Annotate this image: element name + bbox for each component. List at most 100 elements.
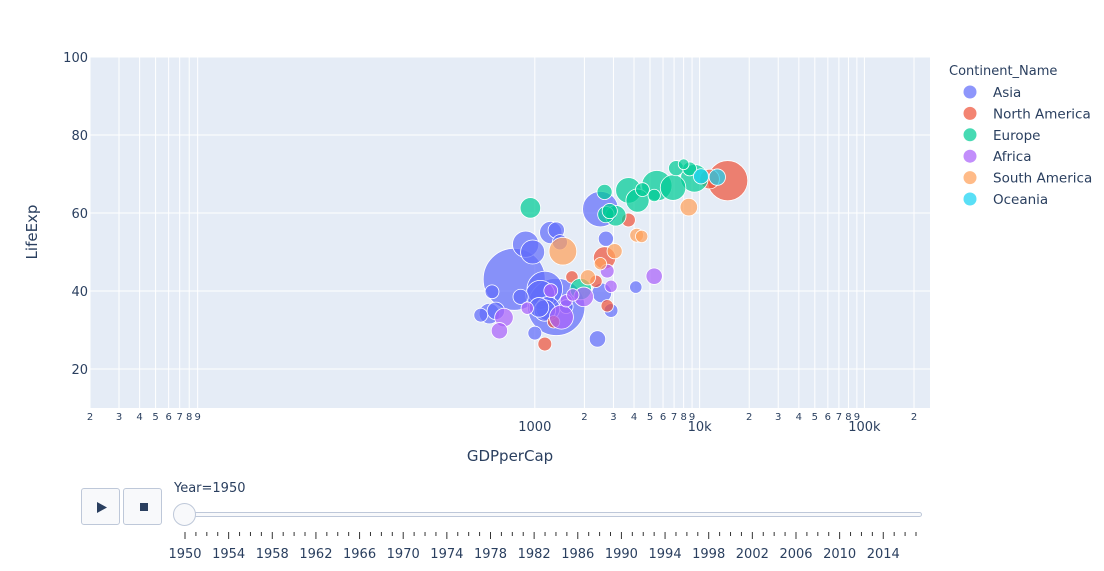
- x-tick-label: 7: [176, 412, 182, 423]
- slider-tick-label: 2006: [779, 547, 812, 562]
- x-tick-label: 9: [689, 412, 695, 423]
- legend-label: Europe: [993, 128, 1040, 144]
- x-tick-label: 5: [152, 412, 158, 423]
- y-tick-label: 40: [71, 285, 88, 300]
- play-button[interactable]: [81, 488, 120, 525]
- slider-track[interactable]: [174, 512, 922, 517]
- stop-icon: [140, 503, 148, 511]
- slider-tick-label: 2014: [867, 547, 900, 562]
- data-point-south-america: [548, 236, 578, 266]
- y-tick-labels: 20 40 60 80 100: [63, 51, 88, 378]
- y-axis-title: LifeExp: [23, 205, 41, 260]
- legend-marker: [963, 128, 977, 142]
- play-icon: [97, 502, 107, 513]
- x-tick-label: 3: [610, 412, 616, 423]
- y-tick-label: 100: [63, 51, 88, 66]
- x-axis-title: GDPperCap: [467, 447, 553, 465]
- gridlines: [89, 56, 930, 408]
- data-point-europe: [659, 174, 687, 201]
- x-tick-label: 2: [746, 412, 752, 423]
- data-point-asia: [527, 325, 543, 341]
- x-tick-label: 7: [671, 412, 677, 423]
- data-point-africa: [520, 301, 534, 315]
- x-tick-label: 9: [194, 412, 200, 423]
- slider-tick-label: 1958: [256, 547, 289, 562]
- x-tick-label: 4: [136, 412, 142, 423]
- data-point-asia: [588, 330, 607, 348]
- data-point-oceania: [708, 168, 726, 186]
- slider-tick-label: 2010: [823, 547, 856, 562]
- x-tick-label: 4: [631, 412, 637, 423]
- slider-tick-label: 1986: [561, 547, 594, 562]
- x-tick-label: 10k: [688, 420, 713, 435]
- data-point-africa: [645, 267, 663, 285]
- x-tick-label: 2: [87, 412, 93, 423]
- slider-tick-label: 1970: [387, 547, 420, 562]
- y-tick-label: 20: [71, 363, 88, 378]
- x-tick-label: 8: [845, 412, 851, 423]
- stop-button[interactable]: [123, 488, 162, 525]
- data-point-asia: [520, 239, 546, 265]
- legend-title: Continent_Name: [949, 64, 1057, 79]
- data-point-africa: [543, 283, 559, 298]
- slider-ticks: 1950 1954 1958 1962 1966 1970 1974 1978 1982 1986…: [168, 532, 917, 562]
- legend-label: North America: [993, 106, 1091, 122]
- legend[interactable]: Asia North America Europe Africa South Ameri…: [963, 85, 1093, 208]
- data-point-europe: [519, 197, 542, 219]
- slider-handle[interactable]: [173, 503, 196, 526]
- slider-tick-label: 1982: [518, 547, 551, 562]
- slider-tick-label: 2002: [736, 547, 769, 562]
- x-tick-label: 6: [660, 412, 666, 423]
- data-point-south-america: [593, 257, 607, 271]
- slider-tick-label: 1966: [343, 547, 376, 562]
- slider-tick-label: 1962: [299, 547, 332, 562]
- legend-marker: [963, 106, 977, 120]
- legend-marker: [963, 85, 977, 99]
- slider-tick-label: 1974: [430, 547, 463, 562]
- x-tick-label: 8: [186, 412, 192, 423]
- data-point-europe: [647, 188, 661, 203]
- x-tick-label: 5: [647, 412, 653, 423]
- data-point-africa: [604, 279, 618, 293]
- legend-label: Asia: [993, 85, 1021, 101]
- legend-marker: [963, 171, 977, 185]
- data-point-north-america: [600, 299, 614, 313]
- legend-marker: [963, 149, 977, 163]
- legend-label: Oceania: [993, 192, 1048, 208]
- x-tick-label: 8: [680, 412, 686, 423]
- slider-tick-label: 1994: [649, 547, 682, 562]
- y-tick-label: 80: [71, 129, 88, 144]
- data-points: [473, 158, 749, 352]
- legend-marker: [963, 192, 977, 206]
- x-tick-label: 4: [796, 412, 802, 423]
- data-point-asia: [473, 307, 489, 323]
- data-point-asia: [484, 284, 500, 300]
- slider-tick-label: 1954: [212, 547, 245, 562]
- data-point-africa: [548, 304, 574, 330]
- legend-label: South America: [993, 171, 1092, 187]
- data-point-south-america: [679, 197, 698, 217]
- data-point-oceania: [693, 168, 710, 185]
- plot-area: [90, 57, 930, 408]
- y-tick-label: 60: [71, 207, 88, 222]
- data-point-asia: [629, 280, 643, 294]
- data-point-africa: [566, 288, 580, 302]
- legend-label: Africa: [993, 149, 1032, 165]
- x-tick-label: 100k: [848, 420, 881, 435]
- x-tick-label: 5: [812, 412, 818, 423]
- x-tick-label: 3: [116, 412, 122, 423]
- data-point-asia: [597, 230, 614, 247]
- slider-tick-label: 1950: [168, 547, 201, 562]
- data-point-europe: [596, 183, 613, 200]
- data-point-europe: [677, 158, 690, 171]
- x-tick-label: 3: [775, 412, 781, 423]
- x-tick-label: 2: [581, 412, 587, 423]
- slider-tick-label: 1998: [692, 547, 725, 562]
- slider-current-value: Year=1950: [174, 481, 246, 496]
- data-point-europe: [635, 182, 650, 197]
- x-tick-label: 2: [911, 412, 917, 423]
- data-point-asia: [512, 288, 529, 305]
- slider-tick-label: 1978: [474, 547, 507, 562]
